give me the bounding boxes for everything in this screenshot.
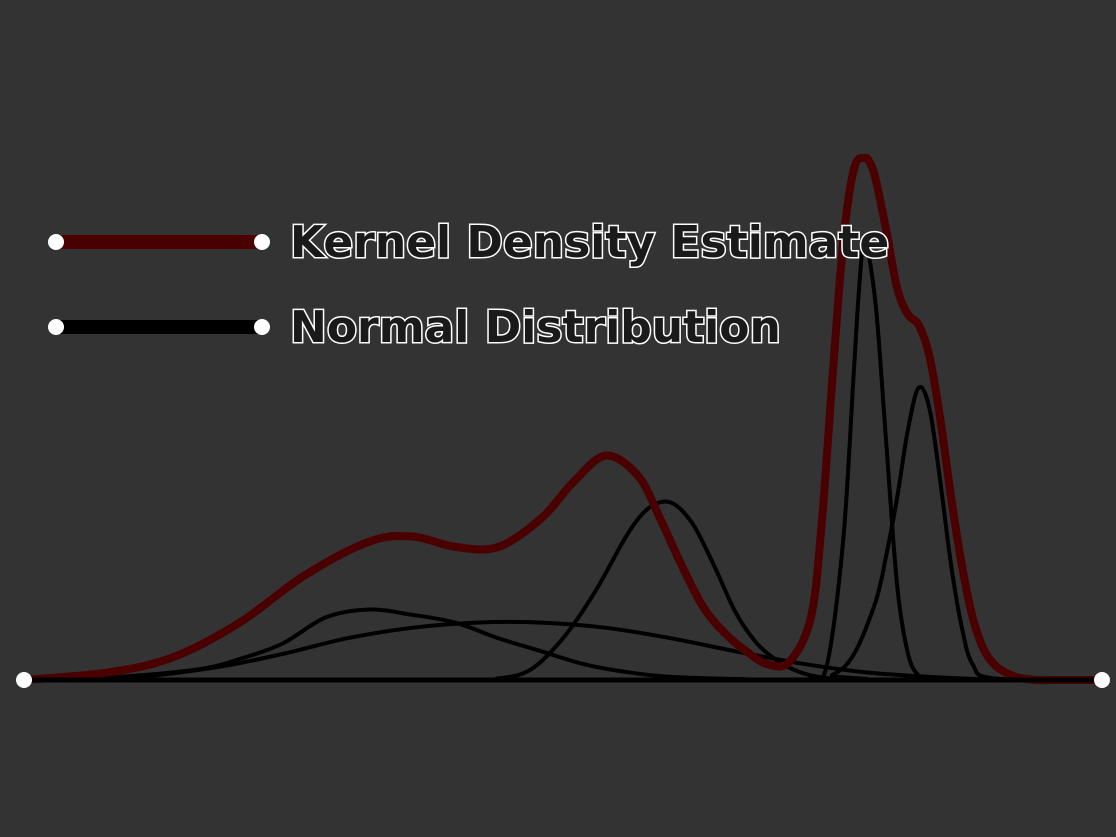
x-axis-start-marker xyxy=(16,672,32,688)
legend-swatch-normal-end-marker xyxy=(254,319,270,335)
x-axis-end-marker xyxy=(1094,672,1110,688)
legend-item-kde: Kernel Density Estimate xyxy=(48,216,891,270)
legend-swatch-kde-end-marker xyxy=(254,234,270,250)
series-line-normal-2 xyxy=(22,619,1104,682)
legend-label-normal: Normal Distribution xyxy=(290,302,781,353)
legend-swatch-normal-start-marker xyxy=(48,319,64,335)
legend: Kernel Density Estimate Normal Distribut… xyxy=(48,216,891,355)
legend-swatch-kde-start-marker xyxy=(48,234,64,250)
series-line-normal-1 xyxy=(22,607,1104,683)
series-line-kde xyxy=(20,153,1106,685)
legend-label-kde: Kernel Density Estimate xyxy=(290,217,889,268)
legend-item-normal: Normal Distribution xyxy=(48,301,782,355)
